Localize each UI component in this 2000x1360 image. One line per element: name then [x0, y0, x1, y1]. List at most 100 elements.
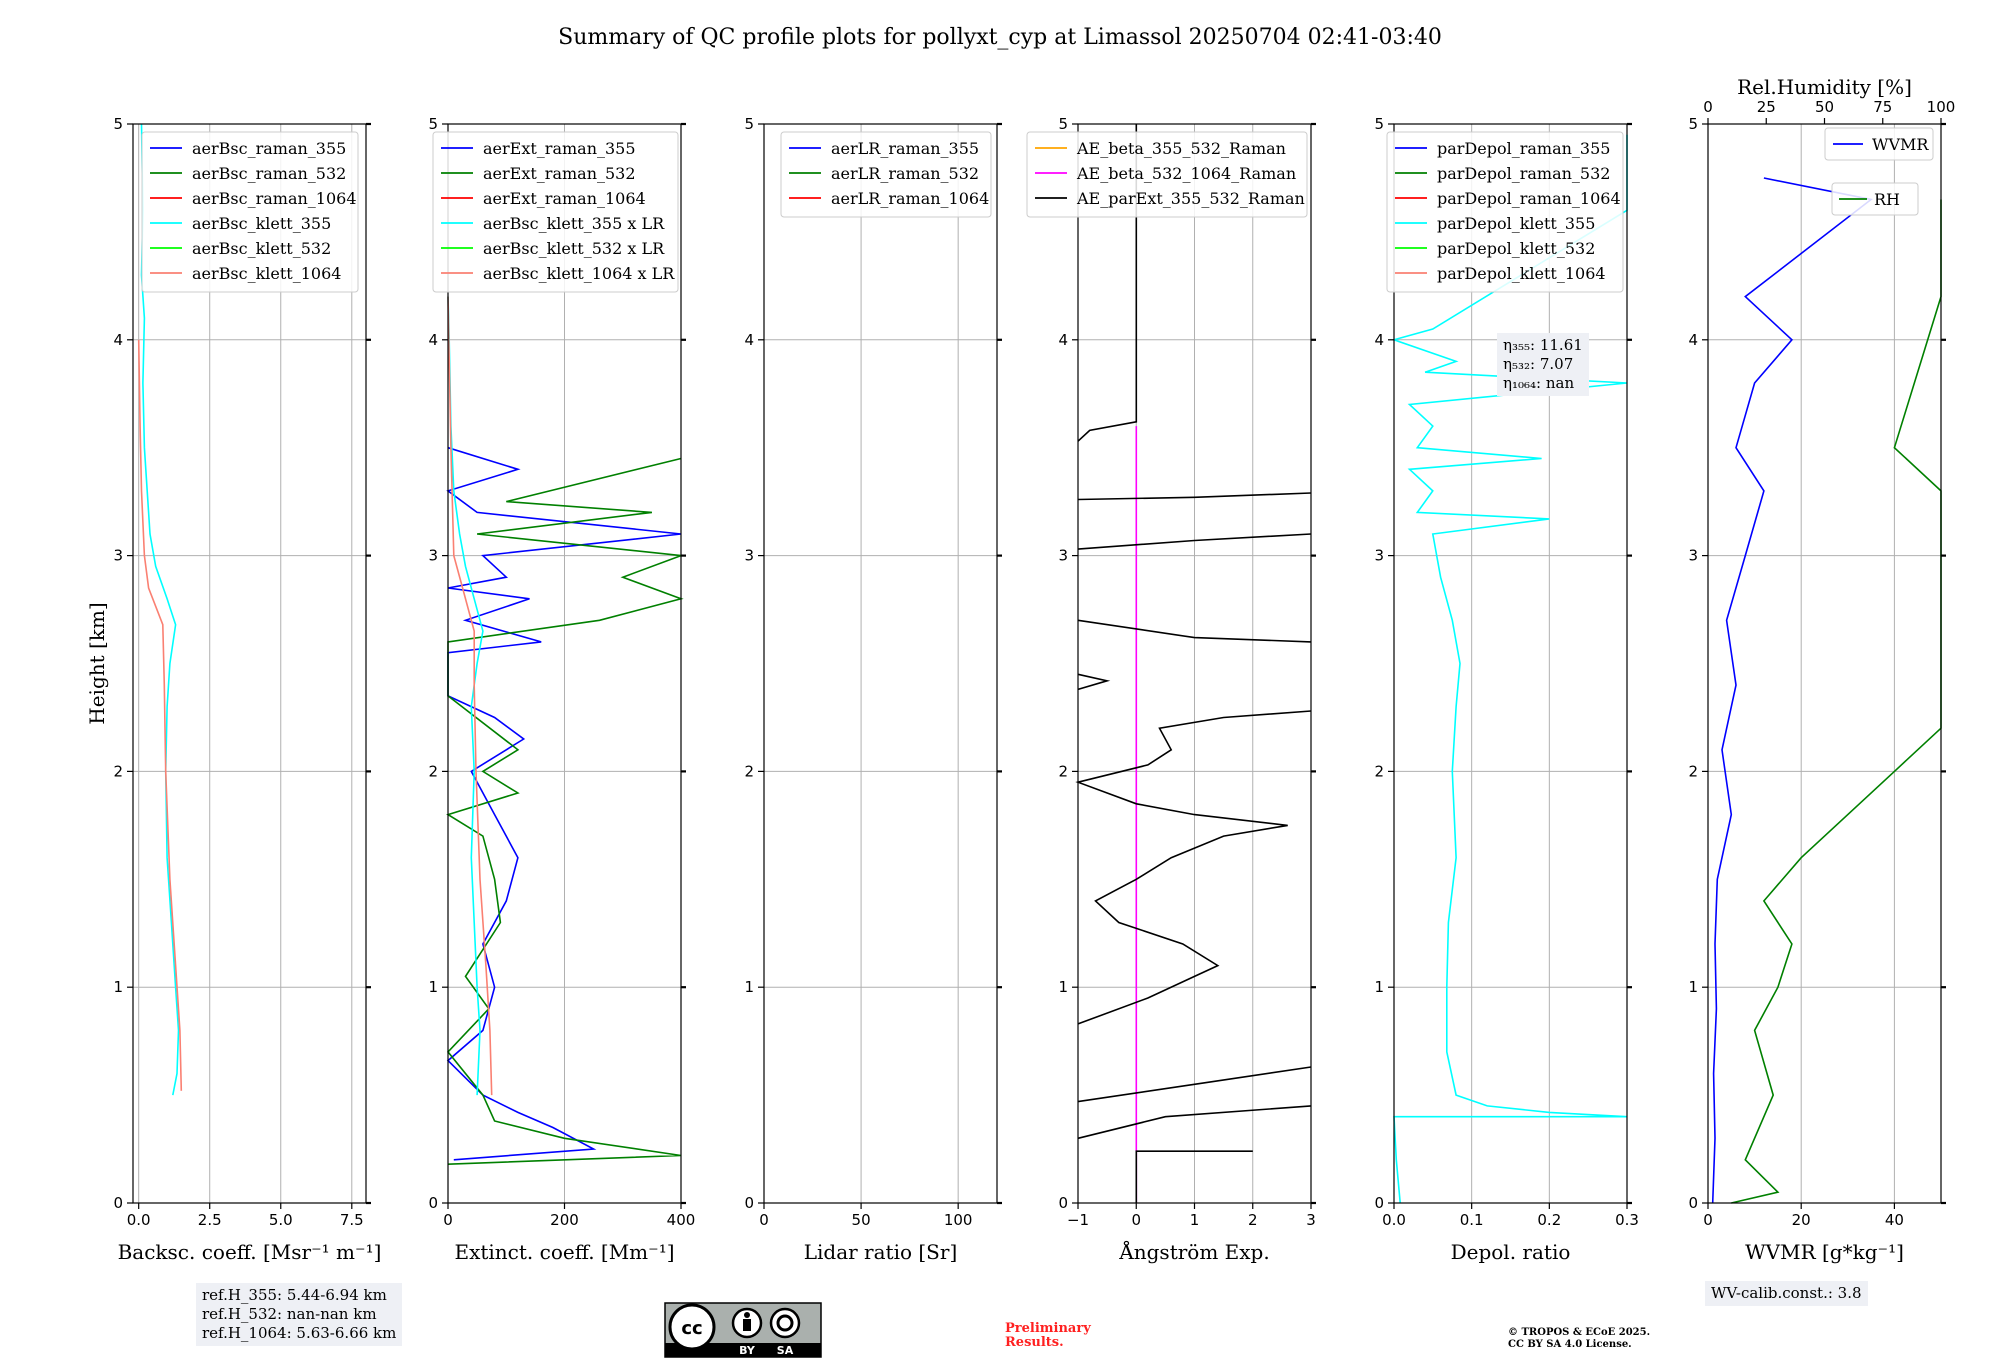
legend-ae: AE_beta_355_532_Raman AE_beta_532_1064_Ra…: [1026, 131, 1308, 218]
y-tick-label: 1: [744, 978, 754, 996]
x2-tick-label: 50: [1815, 98, 1834, 116]
series-line-aerbsc-klett-1064: [137, 339, 183, 1091]
y-tick-label: 0: [1058, 1194, 1068, 1212]
legend-label: RH: [1874, 190, 1900, 209]
y-tick-label: 1: [1374, 978, 1384, 996]
y-tick-label: 5: [1058, 115, 1068, 133]
copyright-notice: © TROPOS & ECoE 2025. CC BY SA 4.0 Licen…: [1508, 1327, 1650, 1351]
series-line-ae-parext-355-532-raman: [1077, 619, 1312, 643]
eta-info-box: η₃₅₅: 11.61 η₅₃₂: 7.07 η₁₀₆₄: nan: [1497, 333, 1589, 396]
legend-box: [432, 131, 679, 293]
copyright-line-2: CC BY SA 4.0 License.: [1508, 1339, 1632, 1350]
chart-panel-ext: 0 200 400 0 1 2 3 4 5 Extinct. coeff. [Mm⁻¹] aerEx…: [428, 115, 695, 1264]
preliminary-results-note: Preliminary Results.: [1005, 1322, 1091, 1350]
series-line-wvmr: [1711, 177, 1873, 1204]
legend-label: aerBsc_klett_532 x LR: [483, 239, 665, 258]
y-tick-label: 3: [428, 547, 438, 565]
chart-panel-lr: 0 50 100 0 1 2 3 4 5 Lidar ratio [Sr] aerLR_raman_…: [744, 115, 1002, 1264]
legend-label: aerBsc_raman_532: [192, 164, 346, 183]
series-line-pardepol-klett-355: [1391, 134, 1628, 1204]
series-line-ae-parext-355-532-raman: [1077, 1105, 1312, 1140]
x2-tick-label: 25: [1757, 98, 1776, 116]
y-tick-label: 2: [428, 762, 438, 780]
x-tick-label: 0: [759, 1211, 769, 1229]
x-tick-label: 0: [443, 1211, 453, 1229]
wv-calibration-box: WV-calib.const.: 3.8: [1705, 1281, 1868, 1306]
x-tick-label: 0.1: [1460, 1211, 1484, 1229]
x-tick-label: 100: [944, 1211, 973, 1229]
legend-label: parDepol_raman_532: [1437, 164, 1610, 183]
x-axis-label: Extinct. coeff. [Mm⁻¹]: [454, 1240, 674, 1264]
preliminary-line-2: Results.: [1005, 1335, 1064, 1350]
legend-box: [141, 131, 359, 293]
eta-1064: η₁₀₆₄: nan: [1503, 374, 1575, 392]
legend-box: [780, 131, 992, 218]
chart-panel-bsc: 0.0 2.5 5.0 7.5 0 1 2 3 4 5 Backsc. coeff. [Msr⁻¹ …: [85, 115, 381, 1264]
ref-height-532: ref.H_532: nan-nan km: [202, 1305, 377, 1323]
x-tick-label: 0: [1131, 1211, 1141, 1229]
legend-label: aerExt_raman_532: [483, 164, 636, 183]
legend-label: aerExt_raman_1064: [483, 189, 646, 208]
chart-panel-depol: 0.0 0.1 0.2 0.3 0 1 2 3 4 5 Depol. ratio parDepol_r…: [1374, 115, 1638, 1264]
x-tick-label: 0.2: [1537, 1211, 1561, 1229]
x2-tick-label: 75: [1873, 98, 1892, 116]
x-tick-label: 5.0: [269, 1211, 293, 1229]
series-line-rh: [1731, 199, 1942, 1204]
y-tick-label: 2: [744, 762, 754, 780]
ref-height-1064: ref.H_1064: 5.63-6.66 km: [202, 1324, 397, 1342]
y-tick-label: 4: [1688, 331, 1698, 349]
y-tick-label: 2: [1688, 762, 1698, 780]
series-line-ae-parext-355-532-raman: [1077, 1066, 1312, 1103]
legend-label: WVMR: [1872, 135, 1929, 154]
legend-label: parDepol_raman_355: [1437, 139, 1610, 158]
x-axis-label: Depol. ratio: [1451, 1240, 1571, 1264]
y-tick-label: 1: [428, 978, 438, 996]
x-tick-label: 200: [550, 1211, 579, 1229]
legend-label: aerBsc_raman_355: [192, 139, 346, 158]
legend-label: aerBsc_klett_1064: [192, 264, 341, 283]
y-tick-label: 5: [1374, 115, 1384, 133]
y-tick-label: 2: [1374, 762, 1384, 780]
y-tick-label: 5: [744, 115, 754, 133]
x-tick-label: 0.3: [1615, 1211, 1639, 1229]
legend-label: parDepol_klett_1064: [1437, 264, 1606, 283]
figure-title: Summary of QC profile plots for pollyxt_…: [558, 25, 1442, 50]
x-tick-label: 20: [1792, 1211, 1811, 1229]
x-axis-label: Lidar ratio [Sr]: [804, 1240, 958, 1264]
reference-height-box: ref.H_355: 5.44-6.94 km ref.H_532: nan-n…: [196, 1283, 403, 1346]
x2-tick-label: 100: [1927, 98, 1956, 116]
x-axis-label: WVMR [g*kg⁻¹]: [1745, 1240, 1904, 1264]
x-tick-label: 0: [1703, 1211, 1713, 1229]
x-tick-label: 3: [1306, 1211, 1316, 1229]
legend-box: [1824, 127, 1934, 161]
wv-calib-const: WV-calib.const.: 3.8: [1711, 1284, 1862, 1302]
plot-frame: [1393, 123, 1628, 1204]
series-line-aerext-raman-355: [446, 446, 682, 1161]
by-label: BY: [739, 1344, 756, 1357]
eta-532: η₅₃₂: 7.07: [1503, 355, 1574, 373]
copyright-line-1: © TROPOS & ECoE 2025.: [1508, 1327, 1651, 1338]
x-tick-label: 2: [1248, 1211, 1258, 1229]
x-tick-label: 50: [852, 1211, 871, 1229]
x-tick-label: 40: [1885, 1211, 1904, 1229]
ref-height-355: ref.H_355: 5.44-6.94 km: [202, 1286, 387, 1304]
legend-label: aerBsc_klett_355: [192, 214, 331, 233]
eta-355: η₃₅₅: 11.61: [1503, 336, 1583, 354]
plot-frame: [1707, 123, 1942, 1204]
series-line-ae-parext-355-532-raman: [1077, 533, 1312, 550]
y-tick-label: 5: [428, 115, 438, 133]
legend-box: [1026, 131, 1308, 218]
y-tick-label: 4: [1058, 331, 1068, 349]
y-tick-label: 2: [1058, 762, 1068, 780]
series-line-ae-parext-355-532-raman: [1135, 1150, 1253, 1203]
legend-label: AE_beta_532_1064_Raman: [1076, 164, 1296, 183]
x-axis-label: Ångström Exp.: [1118, 1239, 1269, 1264]
chart-panel-wv: 0 20 40 0 1 2 3 4 5 WVMR [g*kg⁻¹] 0 25 50 75 100 Rel.Hu…: [1688, 75, 1955, 1264]
y-tick-label: 0: [113, 1194, 123, 1212]
series-line-ae-parext-355-532-raman: [1077, 124, 1138, 442]
y-tick-label: 3: [1374, 547, 1384, 565]
y-axis-label: Height [km]: [85, 602, 109, 724]
y-tick-label: 0: [744, 1194, 754, 1212]
